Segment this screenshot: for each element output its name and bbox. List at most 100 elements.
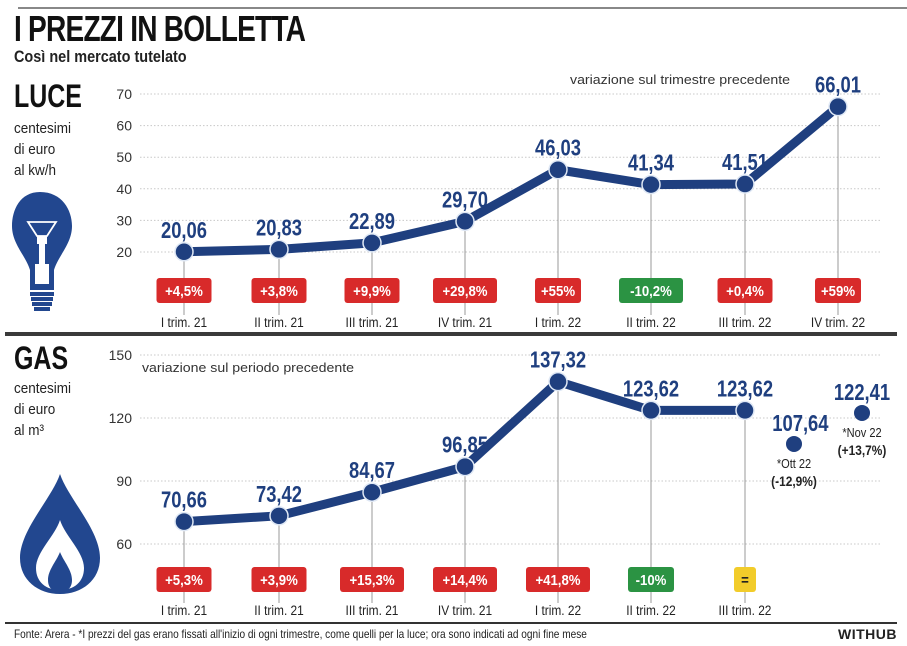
- data-label: 73,42: [256, 482, 302, 507]
- change-badge: [251, 567, 307, 592]
- monthly-change-label: (+13,7%): [838, 442, 887, 458]
- change-badge-label: +9,9%: [353, 282, 391, 299]
- x-category-label: I trim. 21: [161, 602, 207, 618]
- monthly-change-label: (-12,9%): [771, 473, 817, 489]
- y-tick-label: 70: [116, 86, 132, 102]
- luce-unit-line: centesimi: [14, 120, 72, 137]
- data-point: [174, 511, 194, 532]
- change-badge-label: +59%: [821, 282, 856, 299]
- top-rule: [18, 7, 907, 9]
- monthly-data-label: 107,64: [772, 411, 829, 436]
- data-point: [735, 174, 755, 194]
- data-point: [174, 242, 194, 262]
- change-badge-label: +55%: [541, 282, 576, 299]
- data-point: [735, 400, 755, 421]
- data-point: [362, 482, 382, 502]
- x-category-label: III trim. 22: [719, 314, 772, 330]
- monthly-data-point: [786, 435, 802, 452]
- data-label: 96,85: [442, 433, 488, 458]
- data-point: [828, 96, 848, 117]
- data-label: 41,34: [628, 151, 674, 176]
- x-category-label: I trim. 21: [161, 314, 207, 330]
- change-badge: [340, 567, 404, 592]
- data-point: [641, 174, 661, 195]
- x-category-label: I trim. 22: [535, 314, 581, 330]
- data-point: [455, 456, 475, 477]
- monthly-data-label: 122,41: [834, 380, 890, 405]
- x-category-label: II trim. 21: [254, 314, 304, 330]
- luce-unit: centesimi di euro al kw/h: [14, 118, 95, 181]
- chart-annotation: variazione sul periodo precedente: [142, 360, 354, 375]
- data-point: [641, 400, 661, 421]
- luce-unit-line: al kw/h: [14, 162, 57, 179]
- data-point: [362, 233, 382, 253]
- gas-unit: centesimi di euro al m³: [14, 378, 95, 441]
- luce-title: LUCE: [14, 78, 82, 114]
- y-tick-label: 50: [116, 149, 132, 165]
- data-point: [455, 211, 475, 232]
- data-label: 70,66: [161, 488, 207, 513]
- change-badge: [535, 278, 581, 303]
- change-badge-label: +0,4%: [726, 282, 764, 299]
- data-label: 84,67: [349, 458, 395, 483]
- change-badge-label: +3,9%: [260, 571, 298, 588]
- change-badge: [526, 567, 590, 592]
- change-badge: [815, 278, 861, 303]
- data-label: 29,70: [442, 187, 488, 212]
- change-badge: [156, 567, 212, 592]
- change-badge: [344, 278, 400, 303]
- y-tick-label: 40: [116, 181, 132, 197]
- change-badge-label: +29,8%: [442, 282, 487, 299]
- change-badge: [734, 567, 756, 592]
- x-category-label: III trim. 21: [346, 314, 399, 330]
- change-badge-label: +3,8%: [260, 282, 298, 299]
- change-badge: [433, 567, 497, 592]
- change-badge: [251, 278, 307, 303]
- y-tick-label: 60: [116, 536, 132, 552]
- change-badge-label: +4,5%: [165, 282, 203, 299]
- change-badge-label: +5,3%: [165, 571, 203, 588]
- gas-unit-line: centesimi: [14, 380, 72, 397]
- luce-unit-line: di euro: [14, 141, 56, 158]
- change-badge: [619, 278, 683, 303]
- brand-logo: WITHUB: [838, 626, 897, 642]
- change-badge: [433, 278, 497, 303]
- x-category-label: III trim. 21: [346, 602, 399, 618]
- change-badge-label: =: [741, 571, 749, 588]
- monthly-period-label: *Ott 22: [777, 456, 812, 471]
- change-badge: [156, 278, 212, 303]
- data-point: [548, 371, 568, 392]
- y-tick-label: 30: [116, 212, 132, 228]
- gas-unit-line: di euro: [14, 401, 56, 418]
- change-badge-label: -10%: [636, 571, 667, 588]
- monthly-data-point: [854, 404, 870, 421]
- data-label: 20,83: [256, 215, 302, 240]
- change-badge: [628, 567, 674, 592]
- data-label: 41,51: [722, 150, 768, 175]
- chart-annotation: variazione sul trimestre precedente: [570, 72, 790, 87]
- section-divider: [5, 332, 897, 336]
- change-badge-label: +15,3%: [349, 571, 394, 588]
- data-label: 123,62: [717, 377, 773, 402]
- x-category-label: II trim. 22: [626, 314, 676, 330]
- page-title: I PREZZI IN BOLLETTA: [14, 8, 306, 49]
- data-label: 137,32: [530, 348, 586, 373]
- source-note: Fonte: Arera - *I prezzi del gas erano f…: [14, 627, 587, 641]
- x-category-label: II trim. 22: [626, 602, 676, 618]
- data-label: 46,03: [535, 136, 581, 161]
- y-tick-label: 20: [116, 244, 132, 260]
- change-badge-label: +41,8%: [535, 571, 580, 588]
- y-tick-label: 90: [116, 473, 132, 489]
- change-badge: [717, 278, 773, 303]
- x-category-label: IV trim. 22: [811, 314, 865, 330]
- x-category-label: I trim. 22: [535, 602, 581, 618]
- monthly-period-label: *Nov 22: [842, 425, 882, 440]
- data-point: [548, 159, 568, 180]
- gas-unit-line: al m³: [14, 422, 45, 439]
- x-category-label: III trim. 22: [719, 602, 772, 618]
- y-tick-label: 60: [116, 118, 132, 134]
- data-label: 20,06: [161, 218, 207, 243]
- data-label: 22,89: [349, 209, 395, 234]
- footer-rule: [5, 622, 897, 624]
